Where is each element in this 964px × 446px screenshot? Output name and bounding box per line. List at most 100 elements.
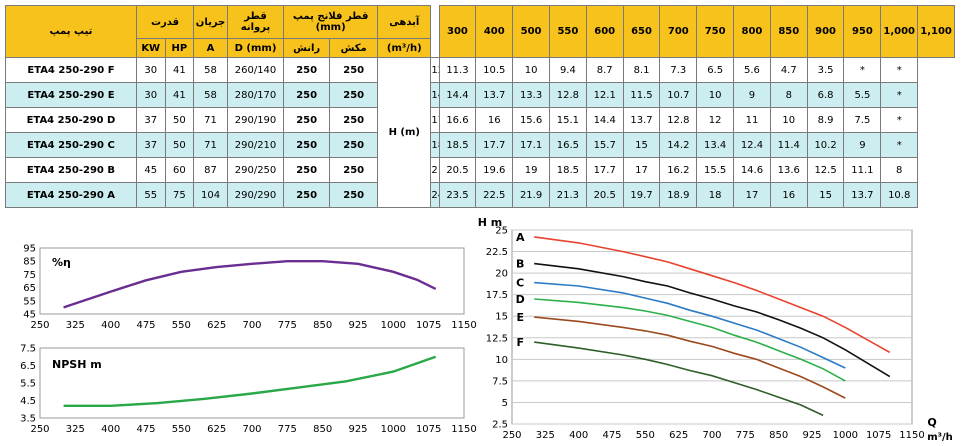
- head-value: 11.5: [622, 82, 661, 108]
- x-tick-label: 1150: [451, 320, 476, 331]
- flow-col: 850: [769, 5, 808, 58]
- head-value: 12: [430, 57, 440, 83]
- head-value: 16.2: [659, 157, 698, 183]
- flow-col: 1,100: [917, 5, 955, 58]
- head-value: 21.9: [512, 182, 550, 208]
- head-value: 12.8: [548, 82, 587, 108]
- x-tick-label: 475: [602, 430, 621, 441]
- impeller-diameter: 260/140: [226, 57, 285, 83]
- head-value: 10.8: [880, 182, 919, 208]
- head-value: 7.5: [843, 107, 882, 133]
- x-tick-label: 925: [802, 430, 821, 441]
- suction-diameter: 250: [329, 182, 379, 208]
- x-tick-label: 325: [66, 424, 85, 435]
- x-tick-label: 625: [207, 424, 226, 435]
- y-tick-label: 85: [23, 257, 36, 268]
- chart-title: NPSH m: [52, 358, 102, 371]
- y-tick-label: 7.5: [20, 344, 36, 355]
- y-tick-label: 6.5: [20, 361, 36, 372]
- head-value: 18: [696, 182, 735, 208]
- head-value: 18.5: [438, 132, 477, 158]
- flow-col: 900: [806, 5, 845, 58]
- head-value: 10: [769, 107, 808, 133]
- chart-title: %η: [52, 256, 71, 269]
- header-flange: قطر فلانج پمپ (mm): [283, 5, 379, 39]
- head-value: 10: [512, 57, 550, 83]
- head-value: 11.3: [438, 57, 477, 83]
- head-value: 11.1: [843, 157, 882, 183]
- power-kw: 30: [135, 82, 166, 108]
- head-value: 13.3: [512, 82, 550, 108]
- series-line: [534, 316, 846, 399]
- x-tick-label: 400: [101, 424, 120, 435]
- y-axis-label: H m: [478, 216, 503, 229]
- header-impeller: قطر پروانه: [226, 5, 285, 39]
- head-value: 19.6: [475, 157, 514, 183]
- head-value: 6.8: [806, 82, 845, 108]
- x-tick-label: 700: [242, 320, 261, 331]
- header-hp: HP: [164, 38, 195, 58]
- y-tick-label: 10: [495, 355, 508, 366]
- head-value: 8.7: [585, 57, 624, 83]
- y-tick-label: 25: [495, 226, 508, 237]
- y-tick-label: 15: [495, 312, 508, 323]
- y-tick-label: 20: [495, 269, 508, 280]
- spec-table: تیپ پمپ قدرت جریان قطر پروانه قطر فلانج …: [5, 5, 955, 208]
- table-row: ETA4 250-290 B456087290/25025025021.120.…: [5, 157, 955, 183]
- head-value: 13.6: [769, 157, 808, 183]
- head-value: 8.9: [806, 107, 845, 133]
- series-line: [534, 281, 846, 369]
- flow-col: 400: [475, 5, 514, 58]
- head-value: 21.1: [430, 157, 440, 183]
- suction-diameter: 250: [329, 107, 379, 133]
- head-value: 13.7: [843, 182, 882, 208]
- power-hp: 50: [164, 132, 195, 158]
- x-tick-label: 475: [136, 320, 155, 331]
- discharge-diameter: 250: [283, 107, 331, 133]
- head-value: 20.5: [585, 182, 624, 208]
- head-value: *: [880, 132, 919, 158]
- header-kw: KW: [135, 38, 166, 58]
- plot-frame: [511, 229, 913, 425]
- x-tick-label: 850: [769, 430, 788, 441]
- x-tick-label: 1075: [416, 424, 441, 435]
- y-tick-label: 22.5: [486, 247, 508, 258]
- y-tick-label: 5.5: [20, 379, 36, 390]
- x-tick-label: 325: [66, 320, 85, 331]
- head-value: 12.1: [585, 82, 624, 108]
- head-value: 5.5: [843, 82, 882, 108]
- head-value: 18.9: [430, 132, 440, 158]
- current-a: 58: [193, 57, 228, 83]
- head-value: 10: [696, 82, 735, 108]
- y-tick-label: 2.5: [492, 420, 508, 431]
- series-label: F: [516, 336, 524, 349]
- head-value: *: [880, 57, 919, 83]
- head-value: 14.4: [585, 107, 624, 133]
- x-axis-unit: m³/h: [927, 432, 953, 443]
- x-tick-label: 1075: [866, 430, 891, 441]
- impeller-diameter: 290/190: [226, 107, 285, 133]
- x-tick-label: 250: [30, 424, 49, 435]
- header-a: A: [193, 38, 228, 58]
- flow-col: 650: [622, 5, 661, 58]
- y-tick-label: 7.5: [492, 376, 508, 387]
- suction-diameter: 250: [329, 57, 379, 83]
- power-hp: 41: [164, 82, 195, 108]
- head-value: 9.4: [548, 57, 587, 83]
- plot-frame: [39, 347, 465, 419]
- series-line: [63, 260, 437, 309]
- head-value: 24.2: [430, 182, 440, 208]
- x-tick-label: 775: [278, 424, 297, 435]
- pump-model: ETA4 250-290 C: [5, 132, 137, 158]
- x-tick-label: 1000: [381, 320, 406, 331]
- header-power: قدرت: [135, 5, 195, 39]
- x-tick-label: 625: [669, 430, 688, 441]
- head-value: 5.6: [733, 57, 771, 83]
- head-value: 15: [806, 182, 845, 208]
- head-value: 9: [843, 132, 882, 158]
- head-value: 13.4: [696, 132, 735, 158]
- table-row: ETA4 250-290 C375071290/21025025018.918.…: [5, 132, 955, 158]
- impeller-diameter: 290/210: [226, 132, 285, 158]
- head-value: 15.6: [512, 107, 550, 133]
